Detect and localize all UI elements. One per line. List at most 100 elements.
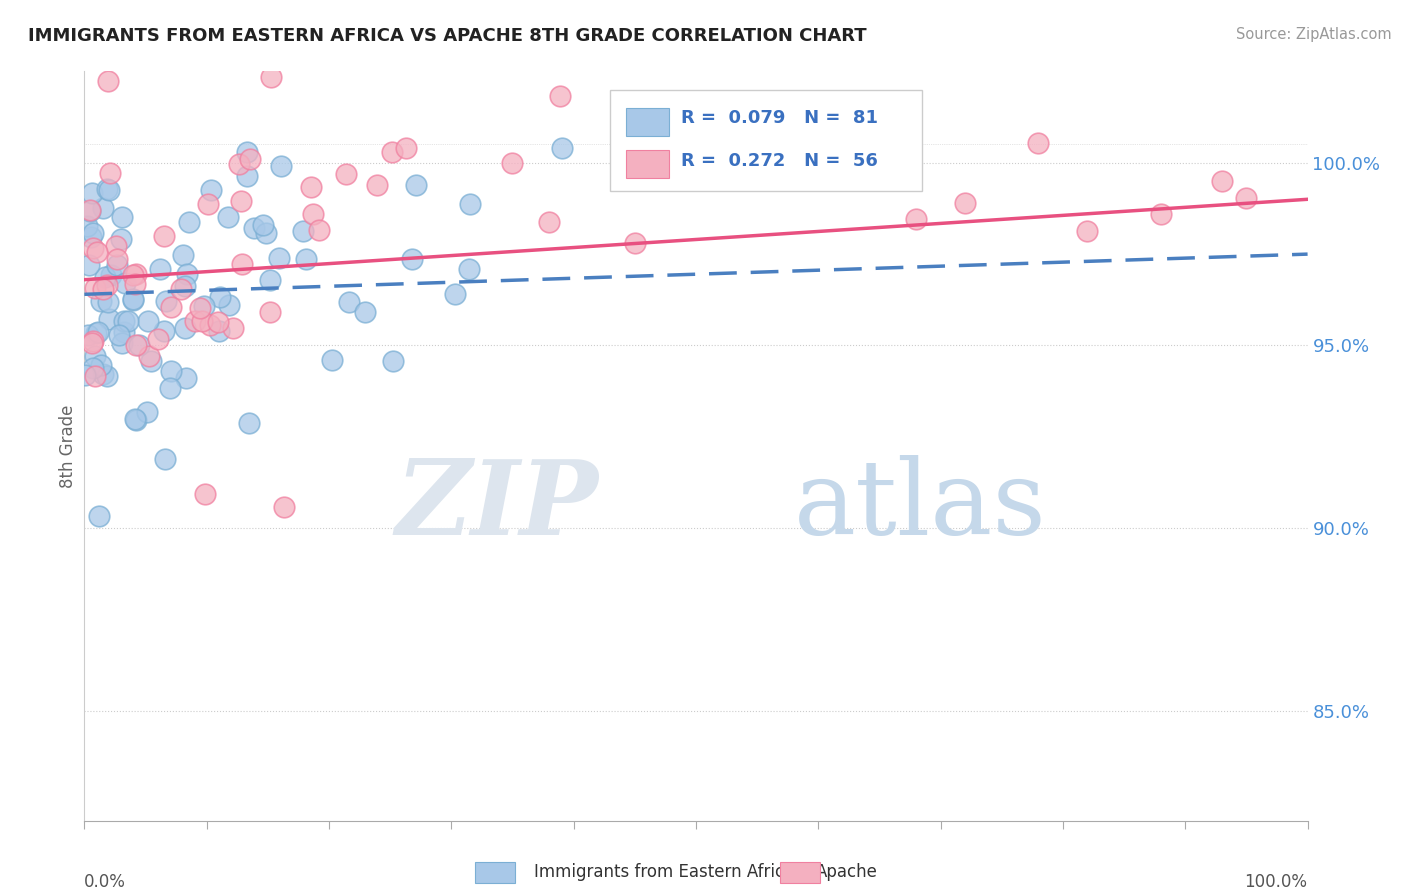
Point xyxy=(149,262,172,277)
Point xyxy=(97,294,120,309)
Point xyxy=(122,268,145,283)
Point xyxy=(308,223,330,237)
Point xyxy=(208,290,231,304)
Point xyxy=(200,183,222,197)
Point xyxy=(159,301,181,315)
Point xyxy=(174,370,197,384)
Point xyxy=(110,232,132,246)
Point xyxy=(193,299,215,313)
Point xyxy=(198,318,221,332)
Point xyxy=(292,224,315,238)
Point xyxy=(953,195,976,210)
Point xyxy=(252,219,274,233)
Point xyxy=(176,267,198,281)
Point xyxy=(96,278,118,293)
Point xyxy=(538,214,561,228)
Point xyxy=(184,314,207,328)
Point xyxy=(382,353,405,368)
Point xyxy=(82,360,104,375)
Text: 0.0%: 0.0% xyxy=(84,873,127,891)
Point xyxy=(79,203,101,218)
Point xyxy=(444,286,467,301)
Point xyxy=(160,364,183,378)
Point xyxy=(97,311,120,326)
Point xyxy=(259,70,281,84)
Point xyxy=(91,201,114,215)
Point xyxy=(105,252,128,266)
Point xyxy=(259,305,281,319)
Point xyxy=(84,326,107,340)
Point xyxy=(111,210,134,224)
Point xyxy=(238,416,260,430)
Point xyxy=(138,350,160,364)
Text: atlas: atlas xyxy=(794,455,1046,557)
Point xyxy=(112,326,135,340)
Point xyxy=(117,314,139,328)
Point xyxy=(458,196,481,211)
Point xyxy=(301,207,323,221)
Point xyxy=(76,219,98,233)
Point xyxy=(207,315,229,329)
Point xyxy=(100,268,122,282)
Point xyxy=(1028,136,1050,151)
Point xyxy=(124,412,146,426)
Point xyxy=(83,349,105,363)
Bar xyxy=(626,108,669,136)
Point xyxy=(239,153,262,167)
Point xyxy=(128,338,150,352)
Point xyxy=(141,354,163,368)
Point xyxy=(624,236,647,251)
Point xyxy=(405,178,427,192)
Point xyxy=(125,338,148,352)
Point xyxy=(90,358,112,372)
Point xyxy=(87,325,110,339)
Bar xyxy=(626,150,669,178)
Point xyxy=(273,500,295,514)
Point xyxy=(91,282,114,296)
Point xyxy=(97,183,120,197)
Point xyxy=(155,294,177,309)
Point xyxy=(77,328,100,343)
Text: IMMIGRANTS FROM EASTERN AFRICA VS APACHE 8TH GRADE CORRELATION CHART: IMMIGRANTS FROM EASTERN AFRICA VS APACHE… xyxy=(28,27,866,45)
Point xyxy=(259,273,281,287)
Point xyxy=(122,292,145,306)
Point xyxy=(231,194,253,208)
Point xyxy=(82,227,104,241)
Point xyxy=(97,74,120,88)
Point xyxy=(124,277,146,292)
Point xyxy=(86,244,108,259)
Text: ZIP: ZIP xyxy=(395,455,598,557)
Point xyxy=(122,293,145,307)
Point xyxy=(83,368,105,383)
Point xyxy=(401,252,423,266)
Point xyxy=(194,487,217,501)
Point xyxy=(125,413,148,427)
Point xyxy=(94,270,117,285)
Point xyxy=(501,155,523,169)
Point xyxy=(173,279,195,293)
Point xyxy=(83,280,105,294)
Point xyxy=(1236,191,1258,205)
Point xyxy=(114,276,136,290)
Text: R =  0.272   N =  56: R = 0.272 N = 56 xyxy=(682,153,879,170)
Point xyxy=(82,334,104,348)
Point xyxy=(395,141,418,155)
Point xyxy=(112,314,135,328)
Point xyxy=(191,314,214,328)
Point xyxy=(366,178,388,192)
Point xyxy=(550,141,572,155)
Point xyxy=(228,157,250,171)
Text: 100.0%: 100.0% xyxy=(1244,873,1308,891)
Point xyxy=(80,229,103,244)
Y-axis label: 8th Grade: 8th Grade xyxy=(59,404,77,488)
Point xyxy=(905,212,928,227)
Point xyxy=(153,324,176,338)
Point xyxy=(96,182,118,196)
Point xyxy=(80,336,103,351)
Point xyxy=(270,159,292,173)
Point xyxy=(80,186,103,201)
Point xyxy=(709,128,731,143)
Point xyxy=(108,327,131,342)
Point xyxy=(153,451,176,466)
Point xyxy=(91,368,114,382)
